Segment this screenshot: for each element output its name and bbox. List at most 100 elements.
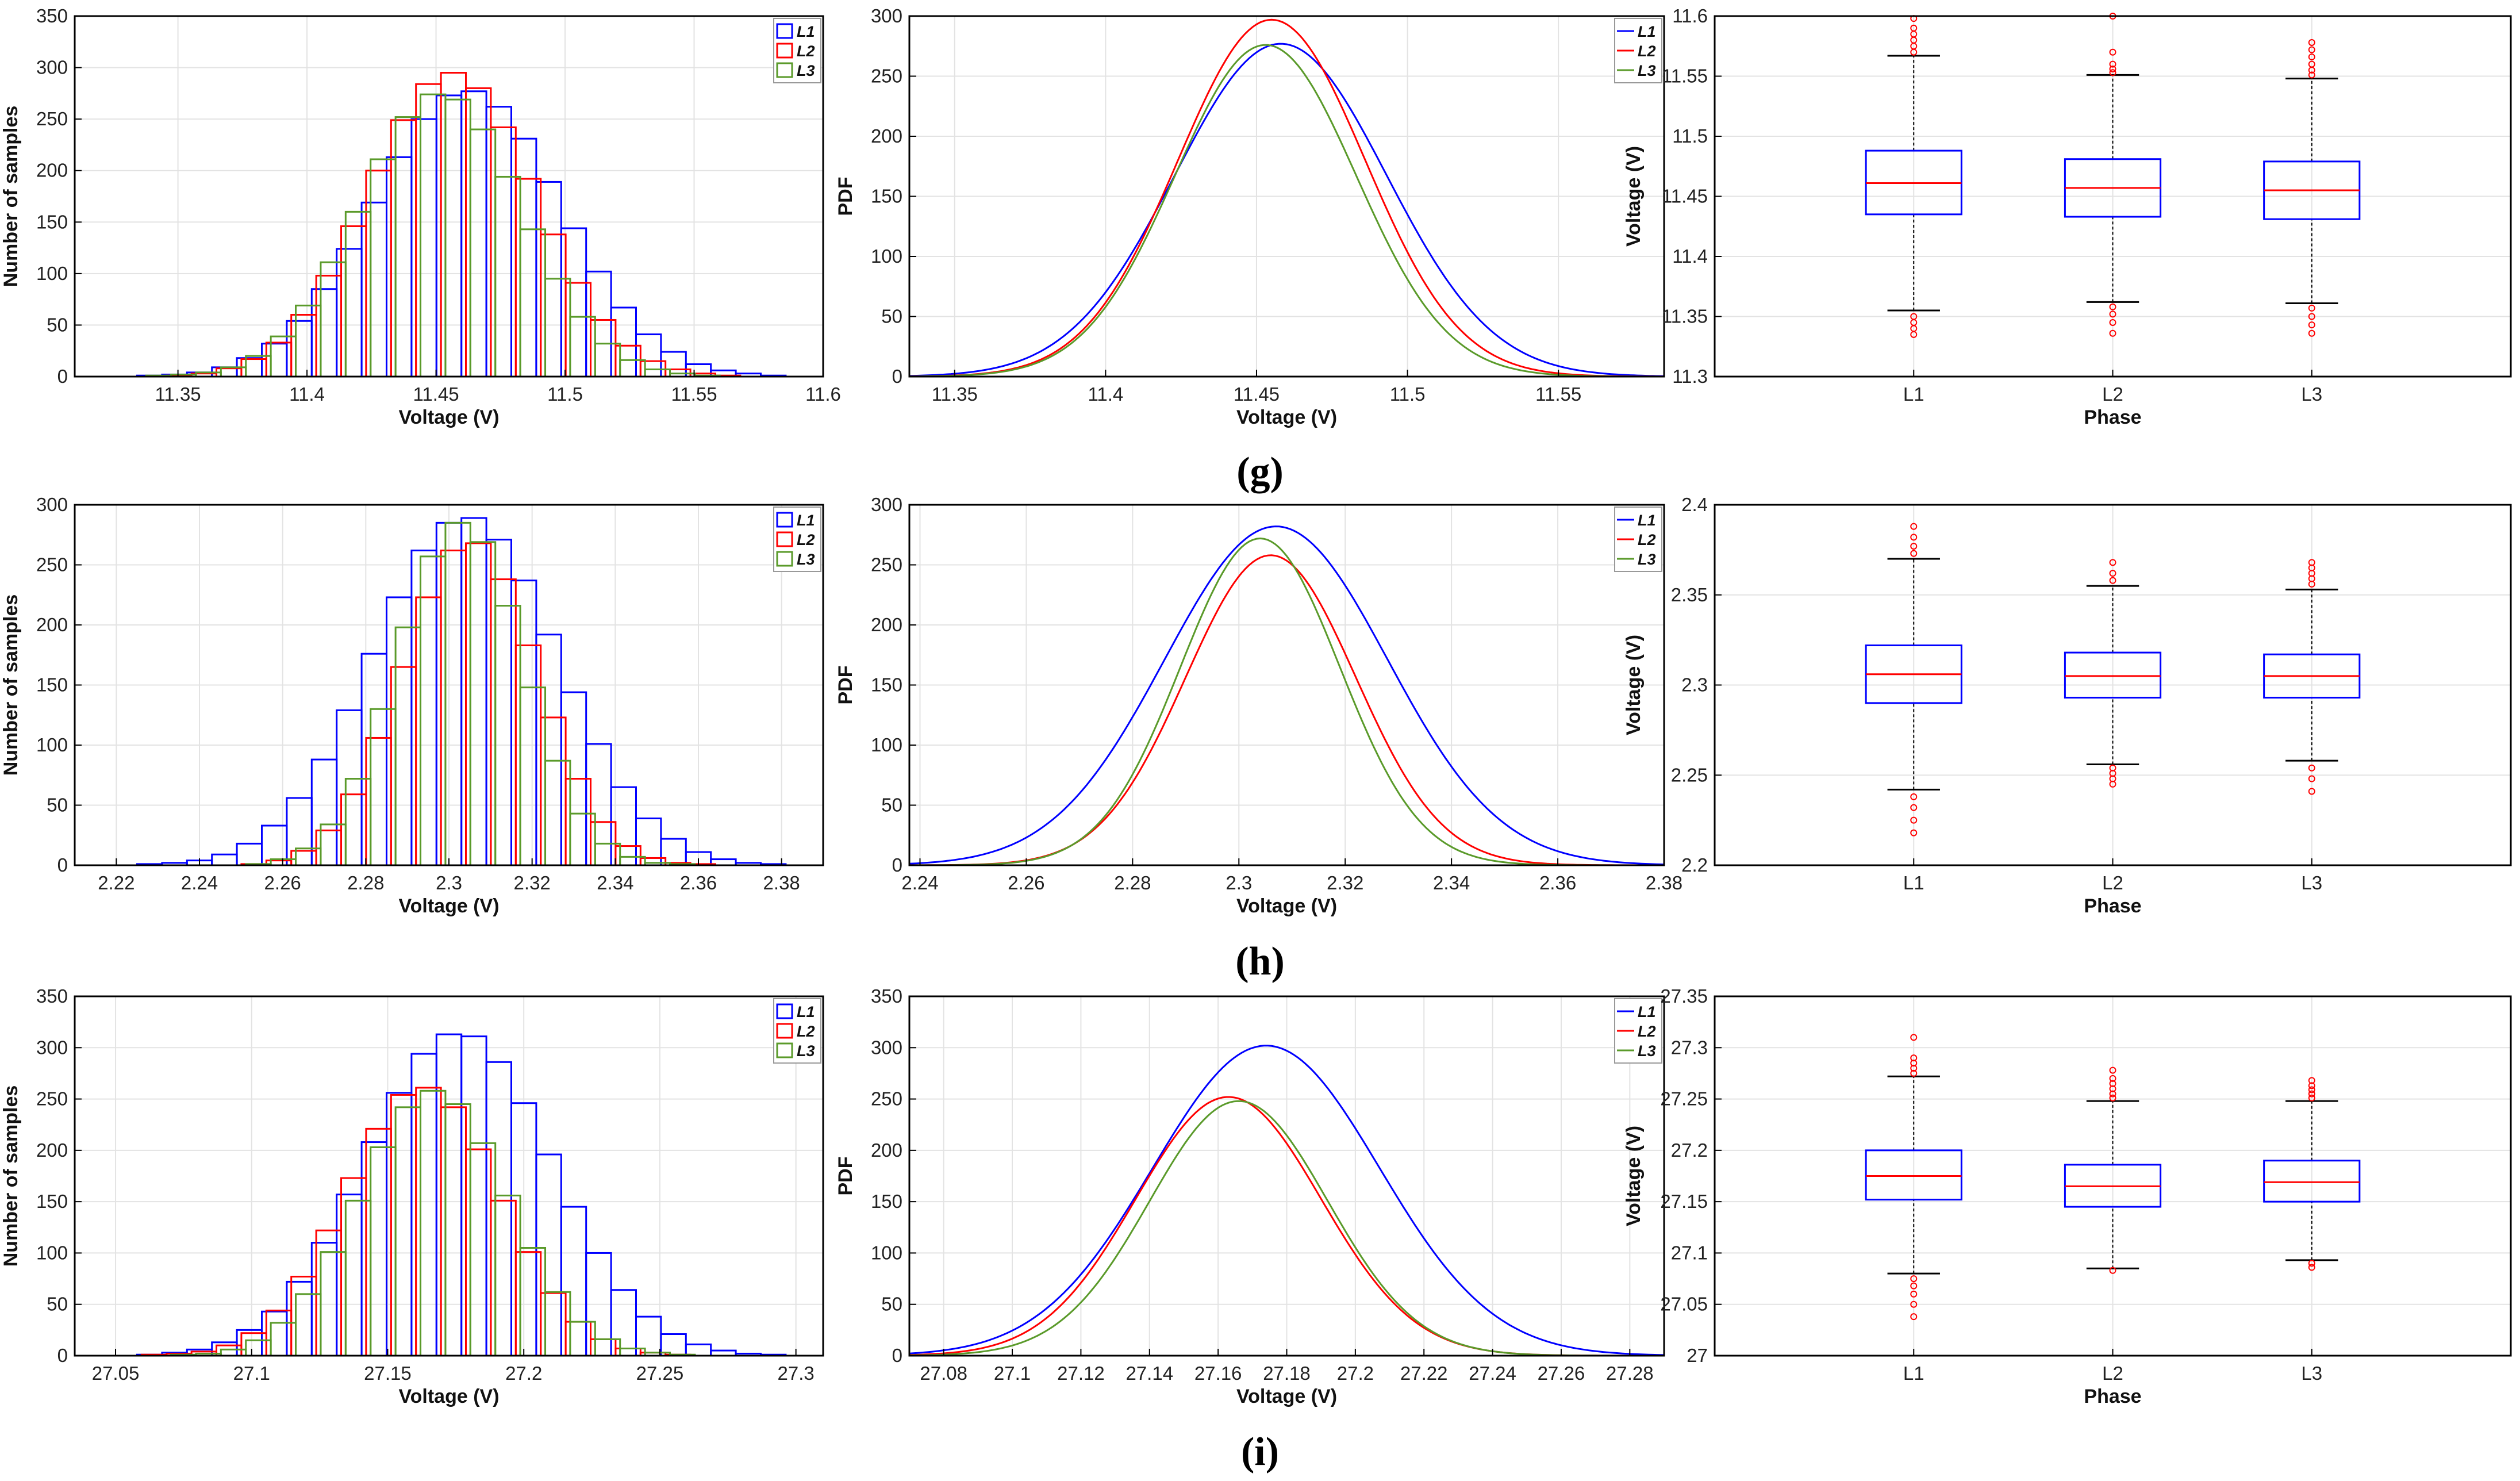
outlier-point-L2 — [2109, 780, 2116, 788]
i-pdf-ylabel: PDF — [835, 1157, 856, 1196]
y-tick-label: 200 — [36, 1139, 68, 1161]
y-tick-label: 50 — [881, 1294, 902, 1315]
outlier-point-L1 — [1910, 331, 1918, 338]
legend-swatch-L2 — [776, 43, 793, 59]
x-tick-label: 11.5 — [547, 383, 583, 405]
x-tick-label: 27.25 — [636, 1363, 684, 1384]
x-tick-label: 27.2 — [505, 1363, 542, 1384]
legend-box — [773, 18, 821, 83]
legend-label-L2: L2 — [1638, 531, 1656, 548]
legend-label-L2: L2 — [1638, 43, 1656, 60]
box-L2 — [2064, 651, 2162, 699]
y-tick-label: 300 — [871, 494, 902, 515]
g-pdf-chart: 0 50 100 150 200 250 300 11.35 11.4 11.45 11.5 11.5… — [835, 5, 1665, 428]
outlier-point-L1 — [1910, 816, 1918, 824]
legend-label-L3: L3 — [1638, 62, 1656, 79]
outlier-point-L2 — [2109, 303, 2116, 310]
legend-label-L1: L1 — [1638, 23, 1656, 40]
y-tick-label: 27.2 — [1671, 1139, 1708, 1161]
y-tick-label: 11.3 — [1672, 366, 1708, 387]
outlier-point-L1 — [1910, 1065, 1918, 1072]
outlier-point-L2 — [2109, 1075, 2116, 1082]
legend-swatch-L1 — [776, 1003, 793, 1019]
legend-label-L3: L3 — [1638, 1042, 1656, 1060]
g-hist-ylabel: Number of samples — [0, 106, 22, 287]
outlier-point-L3 — [2308, 559, 2315, 566]
pdf-line-L3 — [909, 1100, 1664, 1357]
legend-swatch-L1 — [776, 512, 793, 528]
legend-label-L1: L1 — [797, 1003, 815, 1020]
outlier-point-L3 — [2308, 788, 2315, 795]
x-tick-label: L3 — [2301, 872, 2322, 893]
g-pdf-xlabel: Voltage (V) — [1236, 406, 1337, 428]
y-tick-label: 0 — [57, 1345, 68, 1366]
g-box-chart: 11.3 11.35 11.4 11.45 11.5 11.55 11.6 L1 L2 L3 Pha… — [1623, 5, 2512, 428]
legend-box — [773, 998, 821, 1064]
y-tick-label: 11.6 — [1672, 5, 1708, 26]
outlier-point-L3 — [2308, 39, 2315, 46]
x-tick-label: L3 — [2301, 1363, 2322, 1384]
x-tick-label: 2.34 — [597, 872, 633, 893]
y-tick-label: 350 — [36, 5, 68, 26]
x-tick-label: L2 — [2102, 1363, 2123, 1384]
y-tick-label: 50 — [881, 795, 902, 816]
legend-label-L3: L3 — [797, 62, 815, 79]
h-box-ylabel: Voltage (V) — [1623, 635, 1645, 735]
x-tick-label: 27.14 — [1125, 1363, 1173, 1384]
x-tick-label: 27.16 — [1194, 1363, 1242, 1384]
i-hist-axes — [74, 995, 824, 1357]
i-hist-chart: 0 50 100 150 200 250 300 350 27.05 27.1 27.15 27.2 2… — [0, 985, 824, 1407]
y-tick-label: 300 — [36, 57, 68, 78]
x-tick-label: L1 — [1903, 872, 1924, 893]
y-tick-label: 0 — [57, 366, 68, 387]
y-tick-label: 27.35 — [1660, 985, 1708, 1007]
x-tick-label: 27.26 — [1538, 1363, 1585, 1384]
h-hist-ylabel: Number of samples — [0, 594, 22, 776]
y-tick-label: 200 — [871, 125, 902, 147]
x-tick-label: 2.3 — [1226, 872, 1252, 893]
y-tick-label: 50 — [881, 306, 902, 327]
y-tick-label: 11.5 — [1672, 125, 1708, 147]
g-hist-axes — [74, 15, 824, 378]
y-tick-label: 11.4 — [1672, 245, 1708, 267]
x-tick-label: 2.24 — [901, 872, 938, 893]
x-tick-label: 27.05 — [92, 1363, 140, 1384]
legend-label-L3: L3 — [797, 551, 815, 568]
y-tick-label: 100 — [871, 245, 902, 267]
x-tick-label: 11.5 — [1390, 383, 1426, 405]
x-tick-label: 27.22 — [1400, 1363, 1448, 1384]
x-tick-label: 11.4 — [1088, 383, 1123, 405]
legend-swatch-L1 — [776, 23, 793, 39]
y-tick-label: 150 — [36, 674, 68, 696]
x-tick-label: 11.6 — [805, 383, 841, 405]
y-tick-label: 2.2 — [1681, 854, 1708, 876]
pdf-line-L1 — [909, 1045, 1665, 1356]
x-tick-label: 27.24 — [1469, 1363, 1516, 1384]
legend-box — [1614, 507, 1662, 572]
outlier-point-L3 — [2308, 60, 2315, 68]
y-tick-label: 150 — [871, 186, 902, 207]
outlier-point-L2 — [2109, 1066, 2116, 1074]
outlier-point-L2 — [2109, 570, 2116, 577]
outlier-point-L2 — [2109, 1080, 2116, 1087]
outlier-point-L2 — [2109, 69, 2116, 76]
outlier-point-L3 — [2308, 1077, 2315, 1084]
outlier-point-L3 — [2308, 1094, 2315, 1102]
pdf-line-L3 — [909, 44, 1664, 378]
legend-swatch-L3 — [776, 1042, 793, 1058]
h-hist-xlabel: Voltage (V) — [398, 895, 499, 917]
i-box-xlabel: Phase — [2084, 1386, 2141, 1407]
outlier-point-L2 — [2109, 1085, 2116, 1092]
legend-label-L2: L2 — [797, 1023, 815, 1040]
outlier-point-L3 — [2308, 304, 2315, 312]
outlier-point-L1 — [1910, 1060, 1918, 1067]
legend-label-L1: L1 — [1638, 512, 1656, 529]
y-tick-label: 27.1 — [1671, 1242, 1708, 1263]
y-tick-label: 150 — [36, 211, 68, 232]
y-tick-label: 200 — [36, 160, 68, 181]
outlier-point-L3 — [2308, 71, 2315, 79]
x-tick-label: 2.28 — [347, 872, 384, 893]
x-tick-label: 27.18 — [1263, 1363, 1311, 1384]
outlier-point-L3 — [2308, 1264, 2315, 1271]
